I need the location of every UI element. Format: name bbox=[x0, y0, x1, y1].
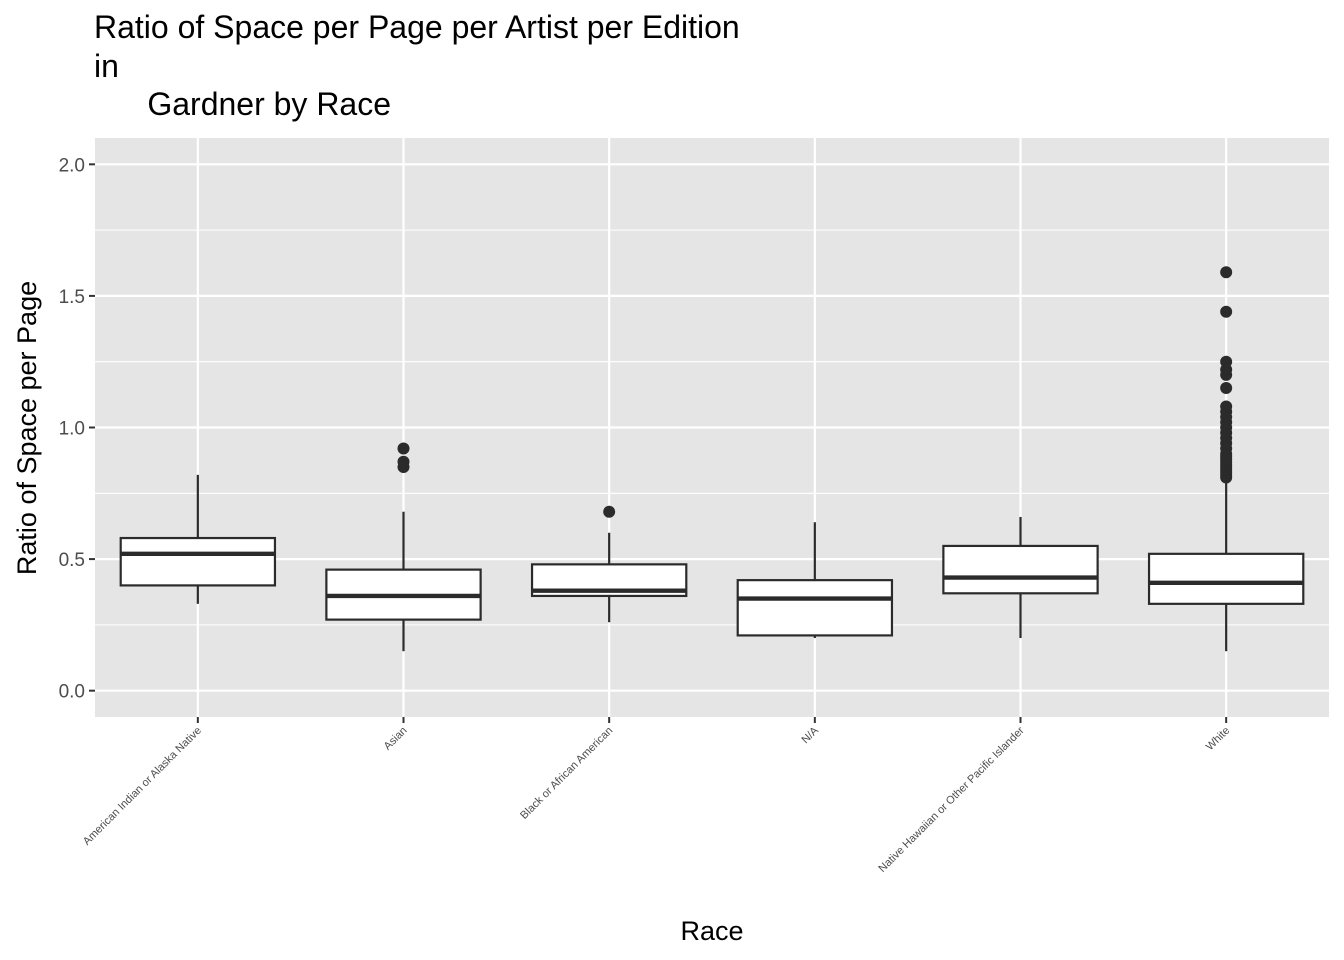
outlier-point bbox=[1220, 355, 1233, 368]
outlier-point bbox=[1220, 382, 1233, 395]
outlier-point bbox=[1220, 266, 1233, 279]
box-iqr bbox=[119, 536, 277, 587]
box-1 bbox=[325, 442, 482, 652]
x-axis: American Indian or Alaska Native Asian Bla… bbox=[81, 717, 1232, 875]
y-axis-title: Ratio of Space per Page bbox=[12, 281, 42, 575]
outlier-point bbox=[603, 505, 616, 518]
outlier-point bbox=[1220, 400, 1233, 413]
chart-title-line-1: Ratio of Space per Page per Artist per E… bbox=[94, 9, 740, 45]
box-5 bbox=[1147, 266, 1305, 652]
grid-major bbox=[95, 138, 1329, 717]
box-2 bbox=[530, 505, 688, 623]
x-tick-label: Asian bbox=[382, 725, 410, 753]
outlier-point bbox=[1220, 305, 1233, 318]
y-tick-label: 1.5 bbox=[59, 287, 85, 308]
box-iqr bbox=[1147, 552, 1305, 605]
chart-title-line-3: Gardner by Race bbox=[94, 86, 392, 122]
box-iqr bbox=[736, 579, 894, 637]
x-tick-label: Native Hawaiian or Other Pacific Islande… bbox=[876, 724, 1027, 875]
y-tick-label: 0.0 bbox=[59, 682, 85, 703]
grid-minor bbox=[95, 229, 1329, 626]
y-tick-label: 0.5 bbox=[59, 550, 85, 571]
x-tick-label: American Indian or Alaska Native bbox=[81, 725, 204, 848]
chart-title-line-2: in bbox=[94, 48, 119, 84]
box-4 bbox=[942, 516, 1099, 639]
box-0 bbox=[119, 474, 277, 604]
y-axis: 0.0 0.5 1.0 1.5 2.0 bbox=[59, 155, 95, 703]
y-tick-label: 1.0 bbox=[59, 419, 85, 440]
x-axis-title: Race bbox=[680, 916, 743, 946]
x-tick-label: White bbox=[1204, 725, 1232, 753]
box-3 bbox=[736, 522, 894, 639]
outlier-point bbox=[397, 455, 410, 468]
y-tick-label: 2.0 bbox=[59, 155, 85, 176]
box-iqr bbox=[942, 544, 1099, 595]
outlier-point bbox=[397, 442, 410, 455]
x-tick-label: N/A bbox=[799, 724, 821, 746]
box-group bbox=[119, 266, 1305, 652]
x-tick-label: Black or African American bbox=[518, 725, 615, 822]
